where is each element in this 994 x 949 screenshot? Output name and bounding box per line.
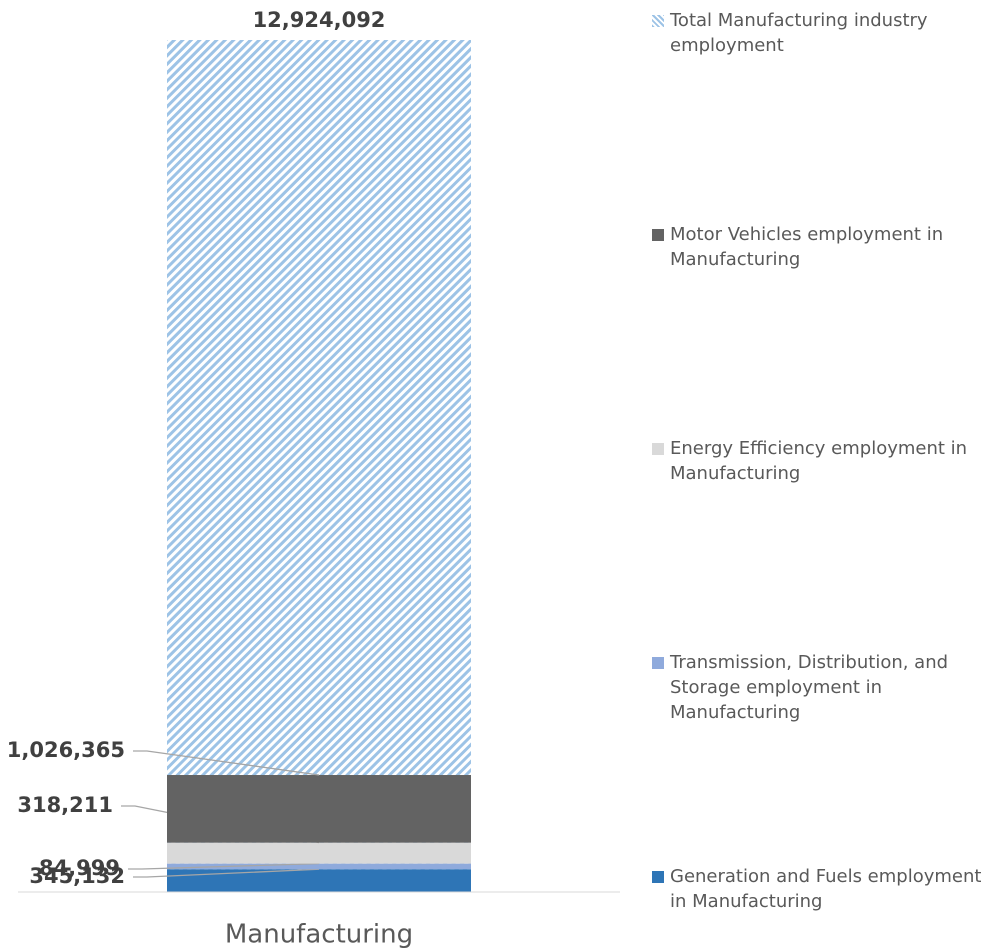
data-label: 12,924,092 — [253, 8, 386, 32]
bar-segment — [167, 40, 471, 892]
leader-line — [133, 868, 320, 878]
data-label: 345,132 — [29, 864, 125, 888]
legend-item: Generation and Fuels employment in Manuf… — [652, 864, 982, 914]
legend-swatch — [652, 15, 664, 27]
leader-line — [133, 750, 320, 776]
data-label: 84,999 — [39, 856, 120, 880]
legend-item: Transmission, Distribution, and Storage … — [652, 650, 982, 725]
legend-label: Motor Vehicles employment in Manufacturi… — [670, 224, 944, 270]
data-label: 318,211 — [17, 793, 113, 817]
legend-label: Energy Efficiency employment in Manufact… — [670, 438, 968, 484]
legend-item: Energy Efficiency employment in Manufact… — [652, 436, 982, 486]
legend-label: Generation and Fuels employment in Manuf… — [670, 866, 982, 912]
legend-item: Total Manufacturing industry employment — [652, 8, 982, 58]
legend-swatch — [652, 657, 664, 669]
bar-segment — [167, 863, 471, 870]
bar-segment — [167, 842, 471, 864]
legend-item: Motor Vehicles employment in Manufacturi… — [652, 222, 982, 272]
data-label: 1,026,365 — [7, 738, 125, 762]
legend-label: Transmission, Distribution, and Storage … — [670, 652, 949, 723]
legend-swatch — [652, 229, 664, 241]
legend-swatch — [652, 871, 664, 883]
bar-segment — [167, 869, 471, 892]
legend-label: Total Manufacturing industry employment — [670, 10, 928, 56]
leader-line — [128, 862, 320, 870]
legend-swatch — [652, 443, 664, 455]
bar-segment — [167, 775, 471, 843]
x-tick-label: Manufacturing — [225, 920, 413, 949]
